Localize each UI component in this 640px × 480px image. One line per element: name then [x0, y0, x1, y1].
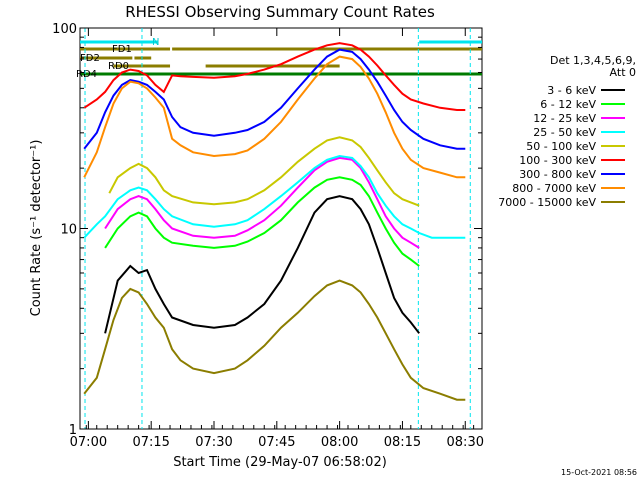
- y-tick-label: 10: [60, 223, 77, 238]
- x-tick-label: 08:30: [447, 435, 484, 450]
- timestamp-label: 15-Oct-2021 08:56: [561, 468, 637, 477]
- series-line-7: [83, 55, 466, 179]
- x-tick-label: 07:15: [132, 435, 169, 450]
- x-tick-label: 07:00: [70, 435, 107, 450]
- legend-entry-4: 50 - 100 keV: [526, 140, 596, 153]
- series-line-3: [83, 154, 466, 239]
- legend-header: Det 1,3,4,5,6,9,: [550, 54, 636, 67]
- legend-entry-0: 3 - 6 keV: [547, 84, 596, 97]
- legend-entry-7: 800 - 7000 keV: [512, 182, 596, 195]
- legend-entry-8: 7000 - 15000 keV: [498, 196, 596, 209]
- y-axis-label: Count Rate (s⁻¹ detector⁻¹): [29, 140, 44, 317]
- legend-entry-2: 12 - 25 keV: [533, 112, 596, 125]
- legend-entry-5: 100 - 300 keV: [519, 154, 596, 167]
- x-tick-label: 08:00: [321, 435, 358, 450]
- flag-label-rd4: RD4: [76, 69, 97, 80]
- legend-entry-3: 25 - 50 keV: [533, 126, 596, 139]
- y-tick-label: 100: [52, 22, 77, 37]
- plot-area: [79, 27, 483, 430]
- x-tick-label: 07:45: [258, 435, 295, 450]
- series-line-0: [104, 195, 420, 334]
- legend-header: Att 0: [610, 66, 636, 79]
- flag-label-fd1: FD1: [112, 44, 132, 55]
- series-line-6: [83, 48, 466, 150]
- y-tick-label: 1: [69, 423, 77, 438]
- flag-label-rd0: RD0: [108, 61, 129, 72]
- flag-label-fd2: FD2: [80, 53, 100, 64]
- chart-title: RHESSI Observing Summary Count Rates: [125, 3, 435, 21]
- x-tick-label: 07:30: [195, 435, 232, 450]
- series-lines: [83, 42, 466, 401]
- flag-label-n: N: [152, 37, 159, 48]
- legend-entry-1: 6 - 12 keV: [540, 98, 596, 111]
- axis-ticks: 07:00 07:15 07:30 07:45 08:00 08:15 08:30 1 10 10…: [52, 22, 484, 450]
- flag-bars: N FD1 FD2 RD0 RD4: [76, 37, 482, 80]
- series-line-1: [104, 176, 420, 267]
- series-line-2: [104, 156, 420, 249]
- legend-entry-6: 300 - 800 keV: [519, 168, 596, 181]
- series-line-5: [83, 42, 466, 111]
- x-axis-label: Start Time (29-May-07 06:58:02): [173, 455, 387, 470]
- dashed-markers: [84, 28, 471, 429]
- x-tick-label: 08:15: [384, 435, 421, 450]
- series-line-8: [83, 279, 466, 401]
- series-line-4: [108, 136, 420, 207]
